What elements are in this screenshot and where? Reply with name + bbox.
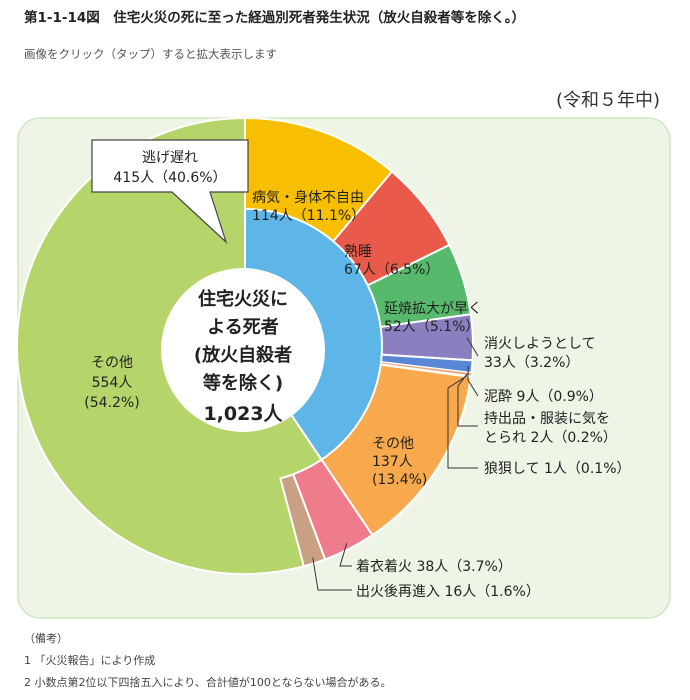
slice-sainyu[interactable] (279, 472, 327, 568)
label-shouka-name: 消火しようとして (484, 336, 596, 352)
figure-title: 第1-1-14図 住宅火災の死に至った経過別死者発生状況（放火自殺者等を除く。） (24, 10, 526, 26)
nigeokure-callout-box (91, 139, 249, 244)
label-enshou-value: 52人（5.1%） (384, 319, 479, 335)
label-sonota-main-name: その他 (91, 355, 133, 371)
note-item-1: 1 「火災報告」により作成 (24, 654, 156, 667)
center-label-line-2: よる死者 (207, 317, 278, 338)
label-nigeokure-value: 415人（40.6%） (113, 170, 226, 186)
label-sonota-sub-count: 137人 (372, 454, 413, 470)
label-roubai: 狼狽して 1人（0.1%） (484, 461, 631, 477)
notes-heading: （備考） (24, 632, 68, 645)
chart-panel[interactable]: (令和５年中) 住宅火災による死者 (放火自殺者 等を除く) 1,023人 逃げ遅れ 415… (0, 80, 690, 620)
period-label: (令和５年中) (556, 90, 660, 111)
label-nigeokure-name: 逃げ遅れ (142, 150, 198, 166)
leader-sainyu (312, 557, 352, 591)
leader-shouka (466, 337, 479, 357)
center-label-line-3: (放火自殺者 (194, 344, 292, 366)
label-sonota-main-count: 554人 (92, 375, 133, 391)
center-label-line-1: 住宅火災に (198, 288, 288, 310)
label-sonota-main-percent: (54.2%) (84, 395, 139, 411)
label-sainyu: 出火後再進入 16人（1.6%） (356, 584, 540, 600)
label-chakui: 着衣着火 38人（3.7%） (356, 559, 512, 575)
label-mochidashi-line2: とられ 2人（0.2%） (484, 430, 617, 446)
center-circle (161, 268, 325, 432)
click-to-enlarge-note: 画像をクリック（タップ）すると拡大表示します (24, 47, 277, 61)
leader-chakui (339, 543, 352, 567)
label-enshou-name: 延焼拡大が早く (384, 301, 482, 317)
leader-roubai (447, 375, 478, 469)
center-label-line-4: 等を除く) (203, 372, 283, 394)
label-byoki-value: 114人（11.1%） (252, 208, 365, 224)
leader-mochidashi (457, 373, 478, 427)
label-byoki-name: 病気・身体不自由 (252, 190, 364, 206)
label-shouka-value: 33人（3.2%） (484, 355, 579, 371)
label-jukusui-name: 熟睡 (344, 244, 372, 260)
label-mochidashi-line1: 持出品・服装に気を (484, 411, 610, 427)
label-jukusui-value: 67人（6.5%） (344, 262, 439, 278)
leader-deisui (467, 366, 479, 397)
note-item-2: 2 小数点第2位以下四捨五入により、合計値が100とならない場合がある。 (24, 676, 392, 689)
label-deisui: 泥酔 9人（0.9%） (484, 389, 603, 405)
label-sonota-sub-percent: (13.4%) (372, 472, 427, 488)
notes: （備考） 1 「火災報告」により作成 2 小数点第2位以下四捨五入により、合計値… (24, 628, 392, 694)
center-label-line-5: 1,023人 (203, 403, 283, 425)
label-sonota-sub-name: その他 (372, 436, 414, 452)
